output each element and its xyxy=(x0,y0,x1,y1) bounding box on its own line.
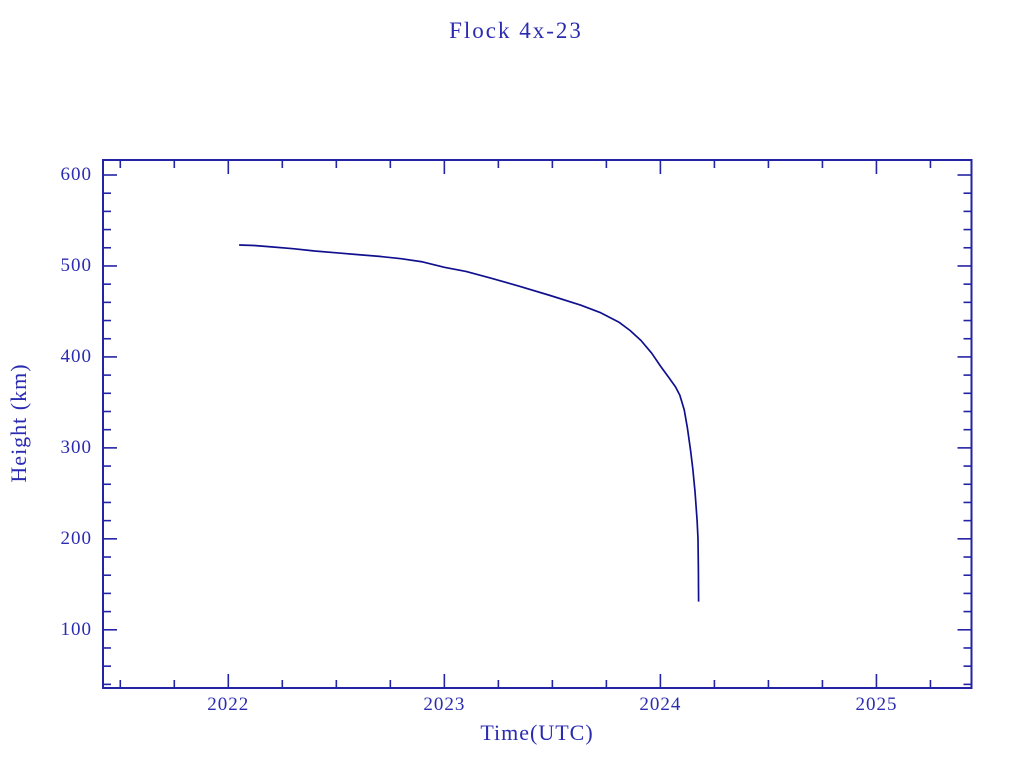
x-tick-label: 2022 xyxy=(207,694,250,715)
x-tick-label: 2025 xyxy=(855,694,898,715)
y-tick-label: 600 xyxy=(60,164,92,185)
y-tick-label: 100 xyxy=(60,618,92,640)
plot-frame xyxy=(102,159,973,689)
chart-title: Flock 4x-23 xyxy=(449,18,583,43)
y-tick-label: 200 xyxy=(60,527,92,549)
y-tick-label: 400 xyxy=(60,345,92,367)
decay-curve xyxy=(239,244,700,602)
y-axis-label: Height (km) xyxy=(6,363,31,483)
x-tick-label: 2024 xyxy=(639,694,682,715)
y-tick-label: 300 xyxy=(60,436,92,458)
x-axis-label: Time(UTC) xyxy=(480,720,594,745)
x-tick-label: 2023 xyxy=(423,694,466,715)
y-tick-label: 500 xyxy=(60,254,92,276)
